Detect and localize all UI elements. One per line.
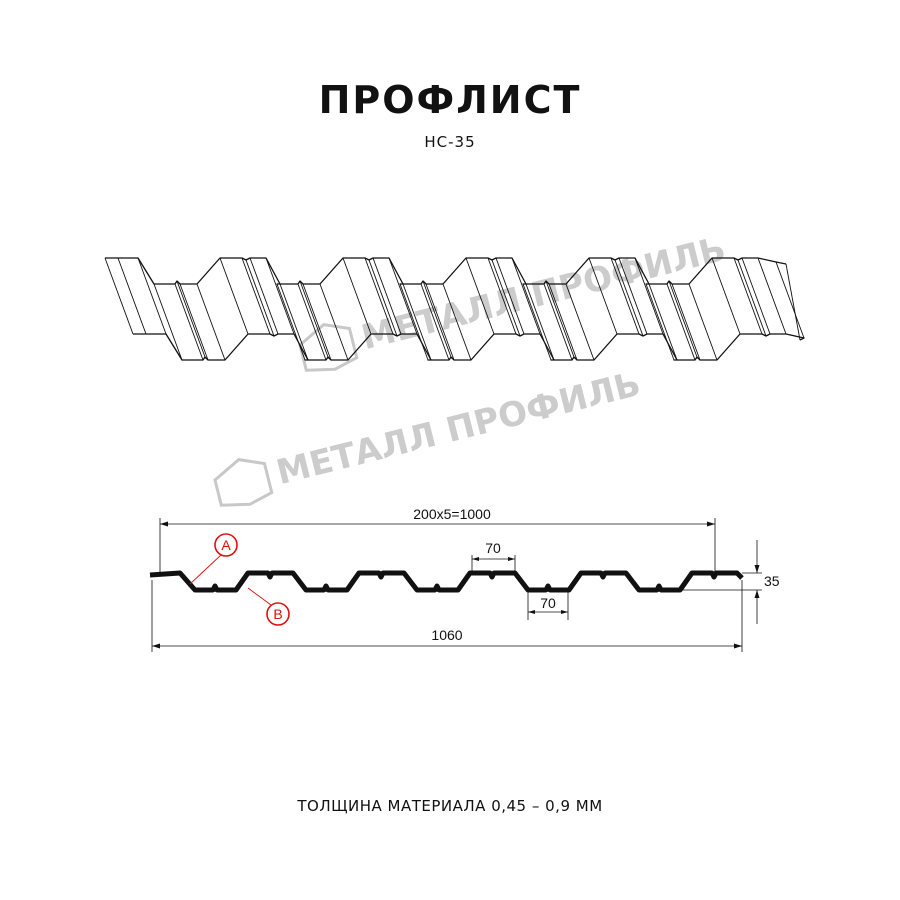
sheet-fold-line	[319, 283, 349, 361]
svg-text:A: A	[221, 537, 231, 553]
dim-pitch-label: 200x5=1000	[413, 506, 491, 522]
sheet-bottom-edge	[133, 333, 805, 361]
dim-total-label: 1060	[431, 627, 462, 643]
page-title: ПРОФЛИСТ	[318, 78, 582, 122]
sheet-fold-line	[614, 259, 644, 337]
sheet-fold-line	[299, 280, 329, 358]
sheet-fold-line	[511, 257, 541, 335]
sheet-fold-line	[297, 283, 327, 361]
sheet-fold-line	[425, 283, 455, 361]
sheet-3d-view	[104, 257, 805, 361]
sheet-fold-line	[491, 259, 521, 337]
sheet-fold-line	[666, 283, 696, 361]
sheet-fold-line	[279, 283, 309, 361]
sheet-fold-line	[668, 280, 698, 358]
sheet-fold-line	[548, 283, 578, 361]
watermark-bottom: МЕТАЛЛ ПРОФИЛЬ	[213, 364, 645, 507]
sheet-fold-line	[388, 257, 418, 335]
sheet-fold-line	[648, 283, 678, 361]
watermark-top: МЕТАЛЛ ПРОФИЛЬ	[298, 229, 730, 372]
sheet-fold-line	[545, 280, 575, 358]
sheet-fold-line	[137, 257, 167, 335]
sheet-fold-line	[153, 283, 183, 361]
sheet-fold-line	[364, 257, 394, 335]
sheet-fold-line	[265, 257, 295, 335]
sheet-fold-line	[465, 257, 495, 335]
sheet-fold-line	[757, 257, 787, 335]
sheet-fold-line	[688, 283, 718, 361]
sheet-fold-line	[241, 257, 271, 335]
material-thickness: ТОЛЩИНА МАТЕРИАЛА 0,45 – 0,9 ММ	[297, 797, 603, 815]
sheet-fold-line	[610, 257, 640, 335]
sheet-fold-line	[741, 257, 771, 335]
sheet-fold-line	[402, 283, 432, 361]
sheet-fold-line	[671, 283, 701, 361]
sheet-fold-line	[525, 283, 555, 361]
marker-a: A	[189, 533, 238, 585]
sheet-fold-line	[368, 259, 398, 337]
sheet-fold-line	[634, 257, 664, 335]
sheet-fold-line	[176, 280, 206, 358]
sheet-fold-line	[618, 257, 648, 335]
model-label: НС-35	[424, 133, 476, 151]
sheet-fold-line	[543, 283, 573, 361]
sheet-fold-line	[302, 283, 332, 361]
svg-text:B: B	[273, 606, 282, 622]
sheet-fold-line	[775, 261, 805, 339]
sheet-fold-line	[522, 283, 552, 361]
sheet-fold-line	[276, 283, 306, 361]
sheet-fold-line	[645, 283, 675, 361]
sheet-fold-line	[342, 257, 372, 335]
dimension-arrows	[152, 521, 760, 649]
sheet-fold-line	[372, 257, 402, 335]
sheet-fold-line	[733, 257, 763, 335]
sheet-fold-line	[588, 257, 618, 335]
watermark-text: МЕТАЛЛ ПРОФИЛЬ	[272, 364, 644, 493]
dim-height-label: 35	[764, 573, 780, 589]
dim-trough-label: 70	[540, 595, 556, 611]
sheet-fold-line	[495, 257, 525, 335]
sheet-fold-line	[219, 257, 249, 335]
dim-crest-label: 70	[485, 540, 501, 556]
sheet-fold-line	[104, 257, 134, 335]
marker-b: B	[247, 587, 290, 626]
sheet-fold-line	[420, 283, 450, 361]
sheet-fold-line	[442, 283, 472, 361]
sheet-fold-line	[245, 259, 275, 337]
sheet-fold-line	[785, 263, 801, 341]
sheet-fold-line	[422, 280, 452, 358]
sheet-fold-line	[179, 283, 209, 361]
sheet-fold-line	[399, 283, 429, 361]
sheet-fold-line	[711, 257, 741, 335]
sheet-fold-line	[117, 257, 147, 335]
sheet-fold-line	[174, 283, 204, 361]
sheet-fold-line	[196, 283, 226, 361]
sheet-fold-line	[487, 257, 517, 335]
sheet-fold-line	[737, 259, 767, 337]
profile-section	[149, 570, 744, 593]
sheet-fold-line	[249, 257, 279, 335]
sheet-fold-line	[565, 283, 595, 361]
